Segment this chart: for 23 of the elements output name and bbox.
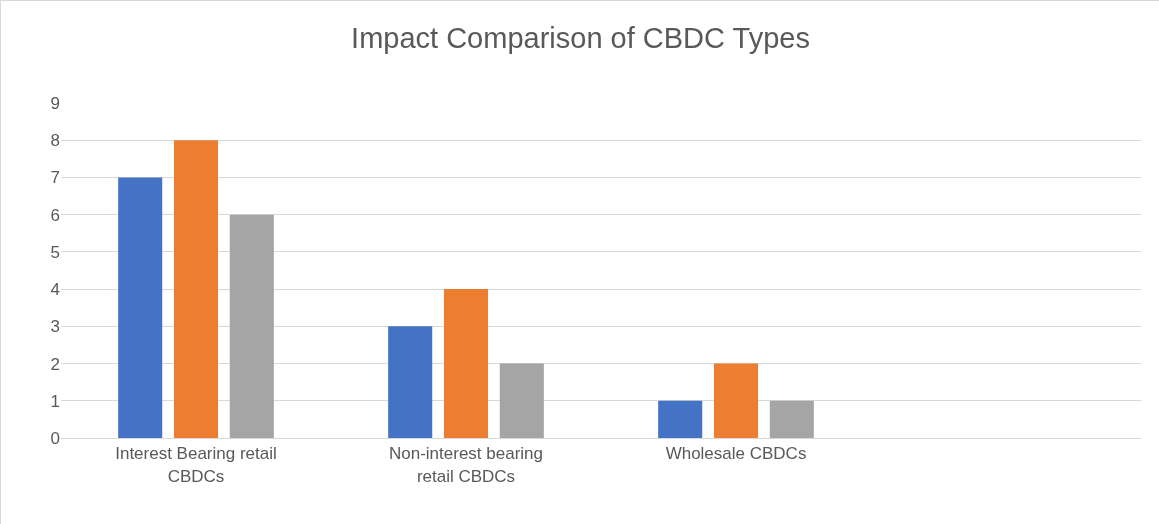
y-tick-label: 9 (50, 93, 60, 113)
bar (499, 363, 544, 438)
bar (443, 289, 489, 438)
y-tick-label: 4 (50, 280, 60, 300)
chart-title: Impact Comparison of CBDC Types (351, 21, 810, 54)
x-tick-label: Interest Bearing retail CBDCs (115, 444, 277, 486)
bar (118, 177, 163, 438)
y-tick-label: 0 (50, 428, 60, 448)
y-tick-label: 8 (50, 131, 60, 151)
bar (173, 140, 219, 438)
bar (769, 400, 814, 438)
y-tick-label: 7 (50, 168, 60, 188)
y-tick-label: 2 (50, 354, 60, 374)
y-tick-label: 1 (50, 391, 60, 411)
y-tick-label: 5 (50, 242, 60, 262)
bar (229, 214, 274, 438)
y-tick-label: 3 (50, 317, 60, 337)
x-tick-label: Non-interest bearing retail CBDCs (388, 444, 544, 486)
y-tick-label: 6 (50, 205, 60, 225)
bar (713, 363, 759, 438)
bar (388, 326, 433, 438)
x-tick-label: Wholesale CBDCs (665, 444, 807, 464)
bar (658, 400, 703, 438)
